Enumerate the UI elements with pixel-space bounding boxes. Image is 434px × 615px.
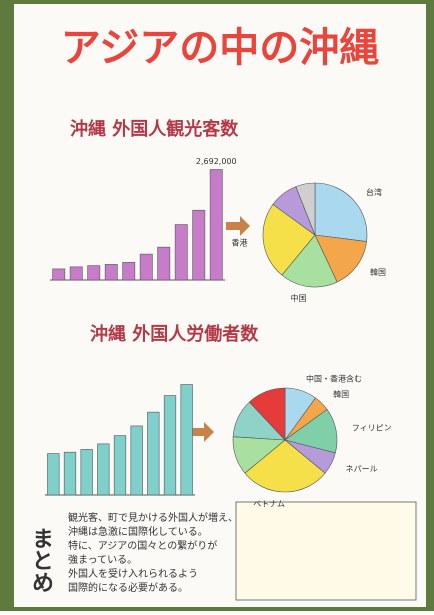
chart-title: 沖縄 外国人観光客数 (70, 118, 239, 140)
bar (139, 253, 153, 281)
bar (122, 262, 136, 281)
bar (147, 411, 160, 496)
arrow (190, 422, 214, 442)
summary-line: 沖縄は急激に国際化している。 (68, 525, 208, 538)
bar (113, 435, 127, 496)
pie-slice (295, 182, 316, 236)
summary-line: 強まっている。 (68, 553, 137, 566)
summary-heading: まとめ (28, 527, 53, 593)
slice-label: 中国 (290, 293, 306, 303)
bar (63, 451, 77, 496)
slice-label: 韓国 (333, 389, 349, 399)
bar (174, 224, 188, 281)
bar (47, 453, 60, 496)
bar (104, 264, 118, 281)
slice-label: ベトナム (253, 500, 285, 509)
bar (97, 443, 110, 496)
bar (192, 209, 206, 281)
slice-label: 韓国 (370, 267, 386, 277)
slice-label: ネパール (346, 465, 378, 474)
slice-label: 中国・香港含む (306, 374, 362, 384)
bar (157, 246, 171, 281)
summary-line: 特に、アジアの国々との繋がりが (68, 539, 217, 552)
pie-slice (262, 204, 316, 276)
bar (209, 169, 223, 281)
bar (69, 266, 83, 281)
bar (163, 395, 177, 496)
pie-slice (314, 234, 367, 283)
summary-line: 観光客、町で見かける外国人が増え、 (68, 511, 238, 524)
summary-line: 外国人を受け入れられるよう (68, 568, 198, 580)
pie-slice (281, 234, 338, 288)
pie-slice (314, 182, 368, 242)
bar (87, 265, 101, 281)
note-box (235, 501, 417, 601)
value-annotation: 2,692,000 (196, 157, 237, 166)
bar (130, 425, 143, 496)
poster-title: アジアの中の沖縄 (61, 25, 379, 71)
arrow (226, 216, 250, 236)
summary-line: 国際的になる必要がある。 (68, 581, 188, 594)
chart-title: 沖縄 外国人労働者数 (90, 323, 259, 345)
pie-slice (244, 439, 326, 493)
bar (52, 268, 66, 281)
pie-slice (248, 387, 286, 441)
bar (180, 384, 193, 496)
slice-label: 香港 (232, 238, 248, 248)
slice-label: フィリピン (352, 424, 392, 433)
slice-label: 台湾 (366, 187, 382, 197)
bar (80, 449, 93, 496)
